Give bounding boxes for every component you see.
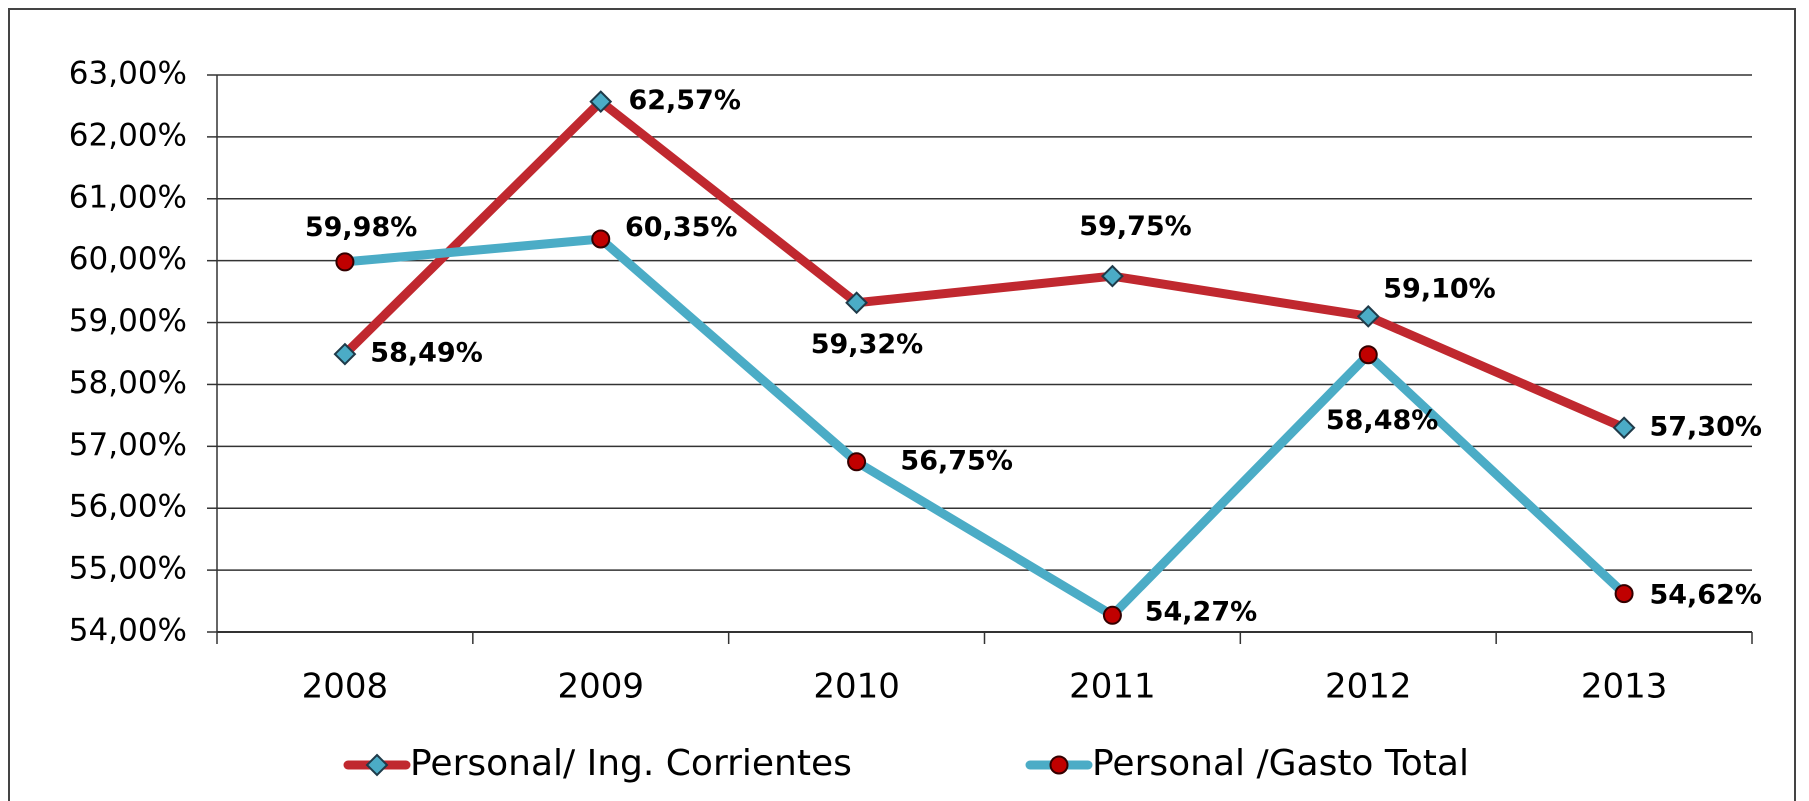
data-label: 59,98%: [305, 212, 417, 243]
series-line: [341, 97, 1626, 432]
data-label: 54,62%: [1649, 579, 1761, 610]
y-tick-label: 59,00%: [69, 303, 187, 339]
y-tick-label: 54,00%: [69, 613, 187, 649]
data-point: [1102, 605, 1122, 625]
y-tick-label: 56,00%: [69, 489, 187, 525]
data-label: 59,32%: [811, 329, 923, 360]
data-label: 62,57%: [628, 85, 740, 116]
x-tick-label: 2009: [557, 667, 644, 707]
legend-marker: [365, 753, 389, 777]
y-tick-label: 57,00%: [69, 427, 187, 463]
y-tick-label: 55,00%: [69, 551, 187, 587]
data-label: 58,48%: [1326, 405, 1438, 436]
x-tick-label: 2012: [1325, 667, 1412, 707]
series-line: [344, 234, 1628, 620]
x-tick-label: 2011: [1069, 667, 1156, 707]
y-tick-label: 61,00%: [69, 179, 187, 215]
data-label: 60,35%: [625, 212, 737, 243]
data-point: [1101, 264, 1124, 288]
chart-border: [8, 8, 1796, 801]
y-tick-label: 58,00%: [69, 365, 187, 401]
y-tick-label: 63,00%: [69, 56, 187, 92]
y-tick-label: 62,00%: [69, 117, 187, 153]
legend-label: Personal /Gasto Total: [1092, 743, 1469, 784]
data-label: 59,10%: [1383, 273, 1495, 304]
data-label: 58,49%: [370, 338, 482, 369]
data-point: [847, 452, 867, 472]
data-point: [1614, 584, 1634, 604]
legend-marker: [1049, 755, 1069, 775]
data-point: [335, 252, 355, 272]
data-label: 59,75%: [1079, 211, 1191, 242]
x-tick-label: 2008: [302, 667, 389, 707]
data-label: 56,75%: [900, 445, 1012, 476]
data-label: 54,27%: [1145, 596, 1257, 627]
data-point: [1612, 416, 1636, 440]
data-point: [1358, 345, 1378, 365]
legend-label: Personal/ Ing. Corrientes: [410, 743, 852, 784]
data-point: [845, 291, 868, 315]
x-tick-label: 2010: [813, 667, 900, 707]
data-point: [333, 342, 357, 366]
data-point: [589, 90, 613, 114]
data-point: [591, 229, 611, 249]
data-point: [1356, 304, 1380, 328]
y-tick-label: 60,00%: [69, 241, 187, 277]
data-label: 57,30%: [1649, 411, 1761, 442]
x-tick-label: 2013: [1581, 667, 1668, 707]
